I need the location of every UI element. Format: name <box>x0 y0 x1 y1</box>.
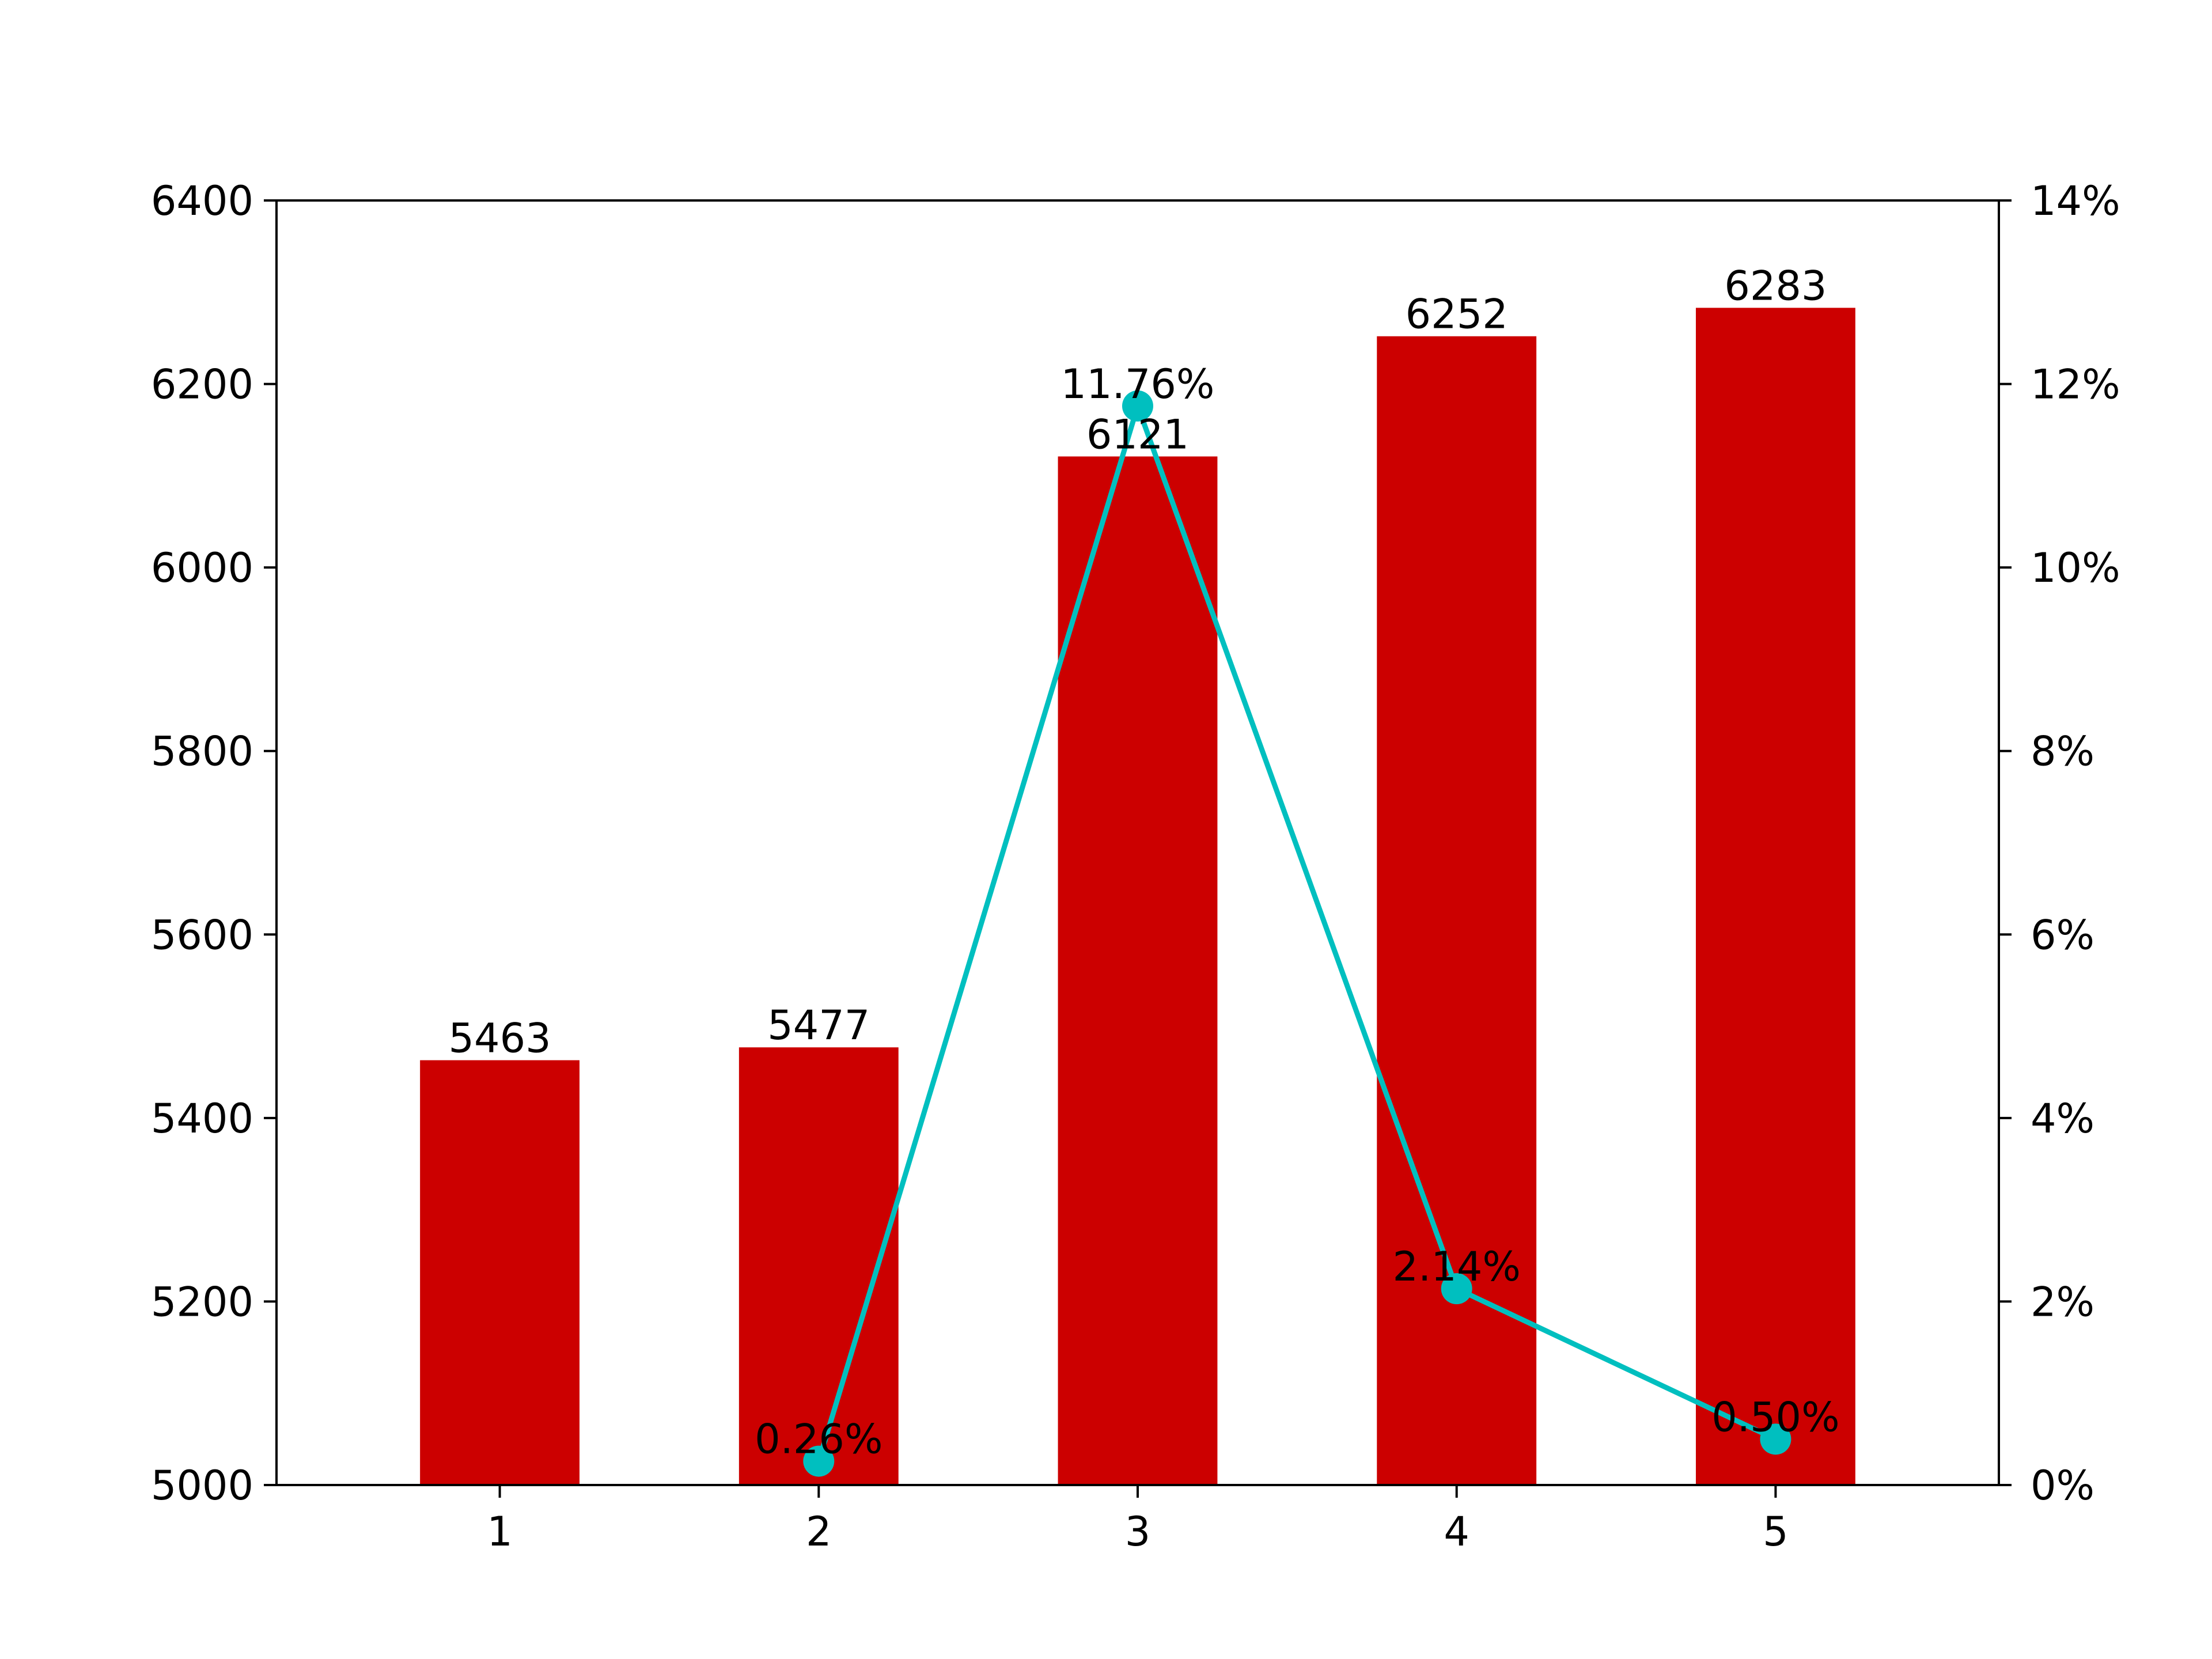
x-tick-label: 2 <box>806 1508 832 1555</box>
bar-1 <box>420 1060 580 1485</box>
right-tick-label: 0% <box>2031 1462 2094 1509</box>
data-labels: 5463 5477 6121 6252 6283 0.26% 11.76% 2.14% 0.50… <box>449 262 1840 1463</box>
line-value-label: 2.14% <box>1393 1243 1521 1290</box>
right-tick-label: 10% <box>2031 544 2120 592</box>
right-tick-label: 8% <box>2031 728 2094 775</box>
x-tick-label: 4 <box>1444 1508 1469 1555</box>
x-tick-label: 1 <box>487 1508 513 1555</box>
line-point-4 <box>1441 1273 1472 1305</box>
line-value-label: 11.76% <box>1061 361 1215 408</box>
x-tick-label: 5 <box>1763 1508 1789 1555</box>
left-tick-label: 6200 <box>151 361 253 408</box>
growth-line <box>816 397 1777 1462</box>
axes: 5000 5200 5400 5600 5800 6000 6200 6400 0% 2% 4% 6%… <box>151 177 2120 1555</box>
bar-value-label: 5463 <box>449 1015 551 1062</box>
bar-3 <box>1058 456 1218 1485</box>
line-value-label: 0.50% <box>1711 1393 1839 1441</box>
right-tick-label: 2% <box>2031 1278 2094 1325</box>
bar-value-label: 6252 <box>1406 291 1508 338</box>
left-tick-label: 5400 <box>151 1095 253 1142</box>
bar-series <box>420 308 1855 1485</box>
line-point-2 <box>803 1445 835 1477</box>
bar-value-label: 6121 <box>1086 411 1189 458</box>
left-tick-label: 5000 <box>151 1462 253 1509</box>
right-tick-label: 4% <box>2031 1095 2094 1142</box>
left-tick-label: 6400 <box>151 177 253 225</box>
bar-5 <box>1695 308 1855 1485</box>
bar-2 <box>738 1047 899 1485</box>
line-point-5 <box>1760 1423 1791 1455</box>
bar-value-label: 6283 <box>1724 262 1827 309</box>
left-tick-label: 6000 <box>151 544 253 592</box>
right-tick-label: 12% <box>2031 361 2120 408</box>
x-tick-label: 3 <box>1125 1508 1151 1555</box>
line-point-3 <box>1122 390 1153 422</box>
left-tick-label: 5800 <box>151 728 253 775</box>
left-tick-label: 5600 <box>151 911 253 959</box>
line-value-label: 0.26% <box>755 1416 882 1463</box>
right-tick-label: 6% <box>2031 911 2094 959</box>
left-tick-label: 5200 <box>151 1278 253 1325</box>
bar-value-label: 5477 <box>767 1002 870 1049</box>
line-series <box>803 390 1791 1477</box>
right-tick-label: 14% <box>2031 177 2120 225</box>
